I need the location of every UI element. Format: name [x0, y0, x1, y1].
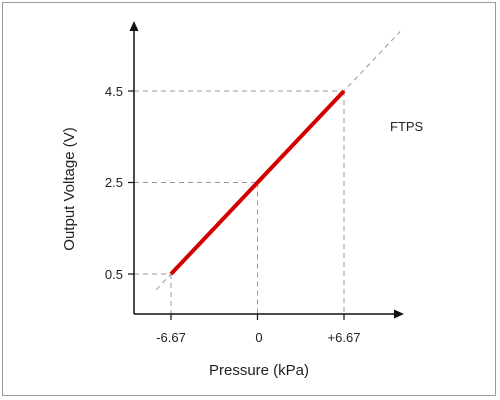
x-tick-label: -6.67	[156, 330, 186, 345]
chart-frame	[2, 2, 496, 396]
x-axis-arrow-icon	[394, 309, 404, 319]
x-tick-label: +6.67	[328, 330, 361, 345]
y-axis-arrow-icon	[129, 21, 139, 31]
y-tick-label: 2.5	[105, 175, 123, 190]
y-tick-label: 4.5	[105, 84, 123, 99]
chart-annotation: FTPS	[390, 119, 424, 134]
x-axis-label: Pressure (kPa)	[209, 362, 309, 379]
y-tick-label: 0.5	[105, 267, 123, 282]
y-axis-label: Output Voltage (V)	[61, 127, 78, 250]
x-tick-label: 0	[255, 330, 262, 345]
series-line	[169, 89, 346, 276]
